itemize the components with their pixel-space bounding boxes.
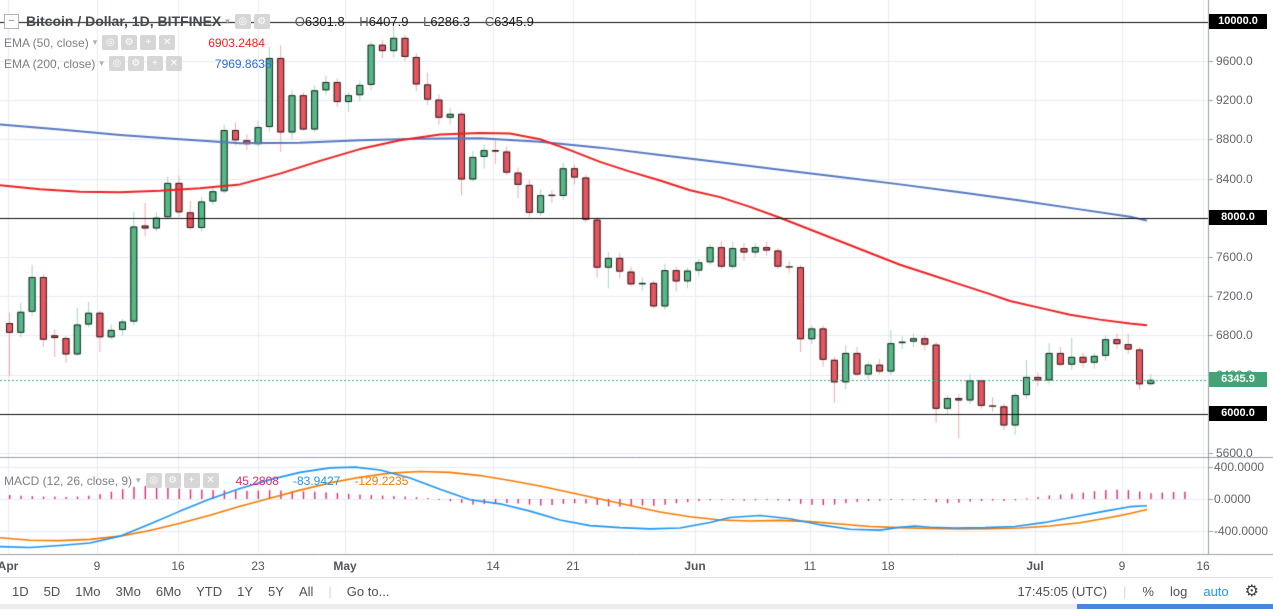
macd-label[interactable]: MACD (12, 26, close, 9) [4,473,133,488]
price-axis-label: 8400.0 [1216,171,1253,186]
add-icon[interactable]: + [146,56,163,71]
close-label: C [484,13,495,29]
low-value: 6286.3 [430,13,471,29]
add-icon[interactable]: + [183,473,200,488]
log-scale-button[interactable]: log [1169,583,1188,599]
visibility-icon[interactable]: ◎ [145,473,162,488]
auto-scale-button[interactable]: auto [1203,583,1229,599]
horizontal-scrollbar-thumb[interactable] [1077,604,1273,609]
collapse-pane-icon[interactable]: − [4,13,19,29]
macd-axis-label: -400.0000 [1214,524,1269,539]
settings-icon[interactable]: ⚙ [164,473,181,488]
range-button-1mo[interactable]: 1Mo [75,583,101,599]
time-axis-label: Jun [684,559,706,573]
range-button-3mo[interactable]: 3Mo [115,583,141,599]
close-icon[interactable]: ✕ [202,473,219,488]
goto-button[interactable]: Go to... [346,583,390,599]
time-axis-label: 18 [881,559,895,573]
range-button-1y[interactable]: 1Y [237,583,254,599]
bottom-toolbar: 1D 5D 1Mo 3Mo 6Mo YTD 1Y 5Y All | Go to... 17:45… [0,577,1273,604]
ema200-label[interactable]: EMA (200, close) [4,56,96,71]
close-value: 6345.9 [494,13,534,29]
toolbar-divider: | [328,583,332,599]
close-icon[interactable]: ✕ [165,56,182,71]
ema50-label[interactable]: EMA (50, close) [4,35,89,50]
time-axis-label: 11 [803,559,817,573]
ema50-value: 6903.2484 [208,35,265,50]
price-axis-label: 9600.0 [1216,53,1253,68]
visibility-icon[interactable]: ◎ [108,56,125,71]
open-label: O [294,13,305,29]
range-button-1d[interactable]: 1D [12,583,29,599]
level-price-badge: 6000.0 [1209,406,1267,422]
open-value: 6301.8 [304,13,345,29]
ohlc-readout: O6301.8 H6407.9 L6286.3 C6345.9 [287,14,534,29]
ema200-value: 7969.8638 [214,56,272,71]
caret-down-icon[interactable]: ▾ [136,475,141,485]
last-price-badge: 6345.9 [1209,372,1267,388]
visibility-icon[interactable]: ◎ [102,35,119,50]
time-axis-label: 14 [486,559,500,573]
macd-signal-value: -83.9427 [292,473,341,488]
time-axis-label: 16 [1196,559,1210,573]
utc-clock: 17:45:05 (UTC) [1017,583,1108,599]
price-axis-label: 7200.0 [1216,289,1253,304]
range-button-5y[interactable]: 5Y [268,583,284,599]
range-button-group: 1D 5D 1Mo 3Mo 6Mo YTD 1Y 5Y All [12,584,313,599]
price-axis-label: 6800.0 [1216,328,1253,343]
settings-icon[interactable]: ⚙ [127,56,144,71]
settings-icon[interactable]: ⚙ [253,13,270,29]
horizontal-scrollbar-track[interactable] [0,604,1273,609]
price-axis-label: 5600.0 [1216,445,1253,460]
range-button-6mo[interactable]: 6Mo [155,583,182,599]
caret-down-icon[interactable]: ▾ [99,58,104,68]
range-button-ytd[interactable]: YTD [196,583,223,599]
high-value: 6407.9 [368,13,409,29]
close-icon[interactable]: ✕ [159,35,176,50]
toolbar-divider: | [1123,583,1127,599]
low-label: L [423,13,431,29]
macd-axis-label: 400.0000 [1214,459,1265,474]
high-label: H [359,13,369,29]
caret-down-icon[interactable]: ▾ [92,37,98,47]
visibility-icon[interactable]: ◎ [234,13,251,29]
range-button-all[interactable]: All [298,583,314,599]
percent-scale-button[interactable]: % [1142,583,1154,599]
range-button-5d[interactable]: 5D [43,583,61,599]
time-axis-label: Apr [0,559,19,573]
time-axis-label: 16 [171,559,185,573]
level-price-badge: 8000.0 [1209,210,1267,226]
symbol-title[interactable]: Bitcoin / Dollar, 1D, BITFINEX [26,13,222,29]
time-axis-label: 21 [566,559,580,573]
macd-axis-label: 0.0000 [1214,492,1251,506]
time-axis-label: 9 [93,559,101,573]
price-axis-label: 8800.0 [1216,132,1253,147]
chart-settings-gear-icon[interactable]: ⚙ [1244,583,1259,600]
settings-icon[interactable]: ⚙ [121,35,138,50]
add-icon[interactable]: + [140,35,157,50]
macd-hist-value: -129.2235 [354,473,409,488]
time-axis-label: 23 [251,559,265,573]
level-price-badge: 10000.0 [1209,14,1267,30]
time-axis-label: May [333,559,357,573]
time-axis[interactable] [0,554,1273,577]
price-axis-label: 9200.0 [1216,93,1253,108]
caret-down-icon[interactable]: ▾ [225,15,230,26]
time-axis-label: 9 [1118,559,1126,573]
macd-value: 45.2808 [235,473,279,488]
price-axis-label: 7600.0 [1216,249,1253,264]
time-axis-label: Jul [1026,559,1044,573]
